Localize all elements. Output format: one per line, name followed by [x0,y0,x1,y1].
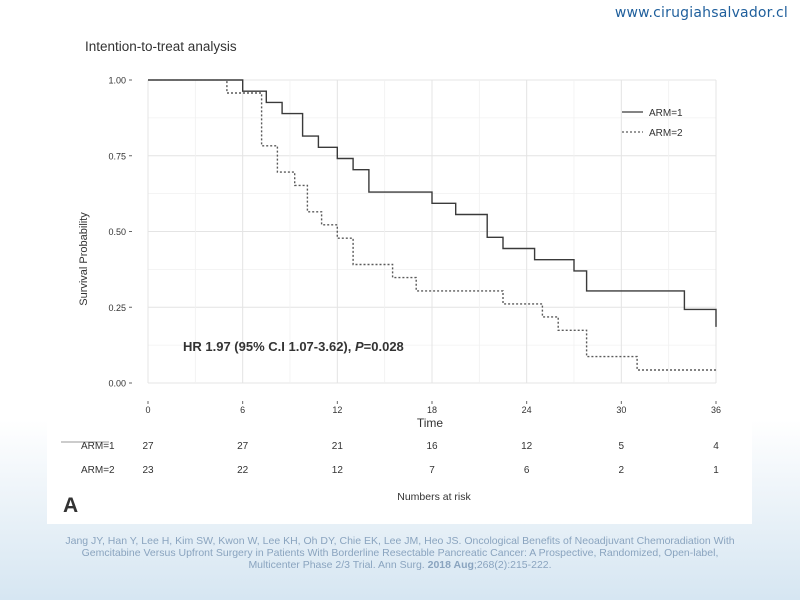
citation-line-3: Multicenter Phase 2/3 Trial. Ann Surg. 2… [0,559,800,571]
citation-line-2: Gemcitabine Versus Upfront Surgery in Pa… [81,547,719,559]
series-line-arm2 [148,79,716,371]
risk-value: 4 [713,441,719,452]
x-tick-label: 30 [616,405,626,415]
legend: ARM=1 ARM=2 [622,108,683,139]
citation-line-3b: ;268(2):215-222. [473,559,552,571]
chart-title: Intention-to-treat analysis [85,39,237,54]
risk-value: 1 [713,465,719,476]
hr-annotation-suffix: =0.028 [364,339,404,354]
series-line-arm1 [148,79,717,327]
hr-annotation: HR 1.97 (95% C.I 1.07-3.62), P=0.028 [183,339,404,354]
risk-value: 22 [237,465,249,476]
risk-value: 21 [332,441,344,452]
x-tick-label: 12 [332,405,342,415]
grid-lines [147,79,717,384]
site-url[interactable]: www.cirugiahsalvador.cl [614,5,788,21]
panel-letter: A [63,494,78,517]
risk-value: 7 [429,465,435,476]
risk-value: 2 [619,465,625,476]
y-tick-label: 0.25 [108,303,126,313]
risk-table-values: 27 27 21 16 12 5 423 22 12 7 6 2 1 [142,441,719,476]
km-chart-svg: Intention-to-treat analysis 0.00 0.25 0.50… [61,39,721,517]
x-tick-label: 24 [522,405,532,415]
risk-row-label-arm2: ARM=2 [81,465,115,476]
risk-value: 27 [237,441,249,452]
risk-value: 12 [332,465,344,476]
x-tick-label: 18 [427,405,437,415]
risk-value: 23 [142,465,154,476]
y-tick-label: 0.50 [108,227,126,237]
y-tick-label: 1.00 [108,76,126,86]
x-tick-labels: 0 6 12 18 24 30 36 [145,401,721,415]
citation: Jang JY, Han Y, Lee H, Kim SW, Kwon W, L… [0,535,800,571]
citation-year: 2018 Aug [427,559,474,571]
hr-annotation-p: P [355,339,364,354]
citation-line-3a: Multicenter Phase 2/3 Trial. Ann Surg. [248,559,428,571]
x-tick-label: 6 [240,405,245,415]
x-tick-label: 0 [145,405,150,415]
risk-value: 27 [142,441,154,452]
risk-value: 5 [619,441,625,452]
risk-value: 16 [426,441,438,452]
legend-label-arm2: ARM=2 [649,128,683,139]
y-axis-label: Survival Probability [78,212,90,306]
km-figure: Intention-to-treat analysis 0.00 0.25 0.50… [47,27,752,524]
y-tick-label: 0.00 [108,379,126,389]
x-tick-label: 36 [711,405,721,415]
legend-label-arm1: ARM=1 [649,108,683,119]
y-tick-label: 0.75 [108,151,126,161]
y-tick-labels: 0.00 0.25 0.50 0.75 1.00 [108,76,132,389]
hr-annotation-prefix: HR 1.97 (95% C.I 1.07-3.62), [183,339,355,354]
risk-table-title: Numbers at risk [397,491,471,503]
citation-line-1: Jang JY, Han Y, Lee H, Kim SW, Kwon W, L… [65,535,735,547]
risk-value: 6 [524,465,530,476]
x-axis-label: Time [417,416,444,430]
risk-value: 12 [521,441,533,452]
risk-row-label-arm1: ARM=1 [81,441,115,452]
risk-table: ARM=1 ARM=2 27 27 21 16 12 5 423 22 12 7 6 2 1 Numbe… [61,441,719,503]
survival-curves [148,79,717,371]
